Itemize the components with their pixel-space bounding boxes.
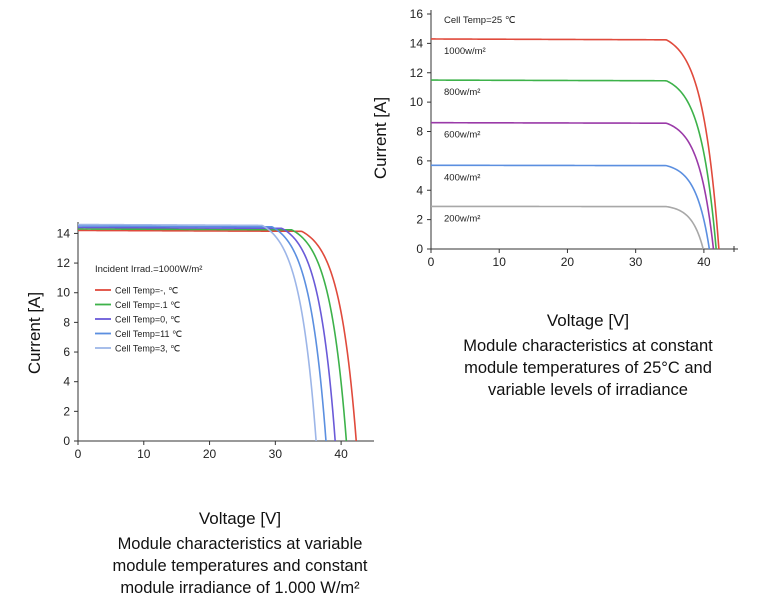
left-x-tick-label: 0 — [75, 447, 82, 461]
right-series-label-3: 400w/m² — [444, 172, 480, 183]
right-y-axis-title: Current [A] — [371, 97, 390, 179]
left-x-tick-label: 40 — [334, 447, 348, 461]
right-series-line-4 — [431, 205, 704, 250]
left-chart-caption: Voltage [V] Module characteristics at va… — [60, 508, 420, 599]
left-series-line-2 — [77, 226, 336, 442]
right-y-tick-label: 8 — [416, 125, 423, 139]
right-series-label-4: 200w/m² — [444, 213, 480, 224]
left-y-tick-label: 4 — [63, 375, 70, 389]
left-legend-label-4: Cell Temp=3, ℃ — [115, 344, 180, 354]
left-annotation: Incident Irrad.=1000W/m² — [95, 264, 202, 275]
right-annotation: Cell Temp=25 ℃ — [444, 15, 516, 26]
right-x-tick-label: 0 — [428, 255, 435, 269]
right-series-label-1: 800w/m² — [444, 87, 480, 98]
left-y-tick-label: 0 — [63, 434, 70, 448]
left-caption-line-1: Module characteristics at variable — [117, 535, 363, 553]
right-y-tick-label: 2 — [416, 213, 423, 227]
right-series-line-3 — [431, 164, 711, 250]
right-caption-line-2: module temperatures of 25°C and — [464, 359, 712, 377]
left-y-tick-label: 14 — [57, 226, 71, 240]
left-y-tick-label: 10 — [57, 286, 71, 300]
left-series-line-3 — [78, 225, 327, 442]
right-y-tick-label: 12 — [410, 66, 424, 80]
right-y-tick-label: 6 — [416, 154, 423, 168]
left-caption-line-3: module irradiance of 1.000 W/m² — [120, 579, 360, 597]
left-legend-label-2: Cell Temp=0, ℃ — [115, 315, 180, 325]
right-caption-line-1: Module characteristics at constant — [463, 337, 713, 355]
right-series-label-2: 600w/m² — [444, 130, 480, 141]
right-x-tick-label: 20 — [561, 255, 575, 269]
right-series-line-1 — [430, 79, 717, 250]
right-x-tick-label: 40 — [697, 255, 711, 269]
right-x-tick-label: 30 — [629, 255, 643, 269]
right-y-tick-label: 16 — [410, 7, 424, 21]
right-x-tick-label: 10 — [493, 255, 507, 269]
right-y-tick-label: 4 — [416, 183, 423, 197]
left-x-tick-label: 30 — [269, 447, 283, 461]
right-series-line-2 — [431, 121, 715, 250]
left-x-tick-label: 20 — [203, 447, 217, 461]
left-y-tick-label: 8 — [63, 315, 70, 329]
left-y-tick-label: 2 — [63, 404, 70, 418]
right-y-tick-label: 0 — [416, 242, 423, 256]
right-y-tick-label: 10 — [410, 95, 424, 109]
left-y-axis-title: Current [A] — [25, 292, 44, 374]
right-caption-xlabel: Voltage [V] — [546, 311, 630, 330]
left-series-line-0 — [78, 229, 358, 442]
left-legend-label-3: Cell Temp=11 ℃ — [115, 329, 182, 339]
left-series-line-4 — [78, 223, 317, 442]
left-legend-label-1: Cell Temp=.1 ℃ — [115, 300, 180, 310]
right-series-label-0: 1000w/m² — [444, 46, 486, 57]
left-caption-line-2: module temperatures and constant — [112, 557, 368, 575]
left-x-tick-label: 10 — [137, 447, 151, 461]
left-legend-label-0: Cell Temp=-, ℃ — [115, 286, 178, 296]
right-series-line-0 — [431, 38, 720, 250]
left-series-line-1 — [78, 228, 348, 442]
right-caption-line-3: variable levels of irradiance — [488, 381, 688, 399]
right-y-tick-label: 14 — [410, 36, 424, 50]
left-y-tick-label: 12 — [57, 256, 71, 270]
right-chart-caption: Voltage [V] Module characteristics at co… — [408, 310, 757, 401]
left-y-tick-label: 6 — [63, 345, 70, 359]
left-caption-xlabel: Voltage [V] — [198, 509, 282, 528]
